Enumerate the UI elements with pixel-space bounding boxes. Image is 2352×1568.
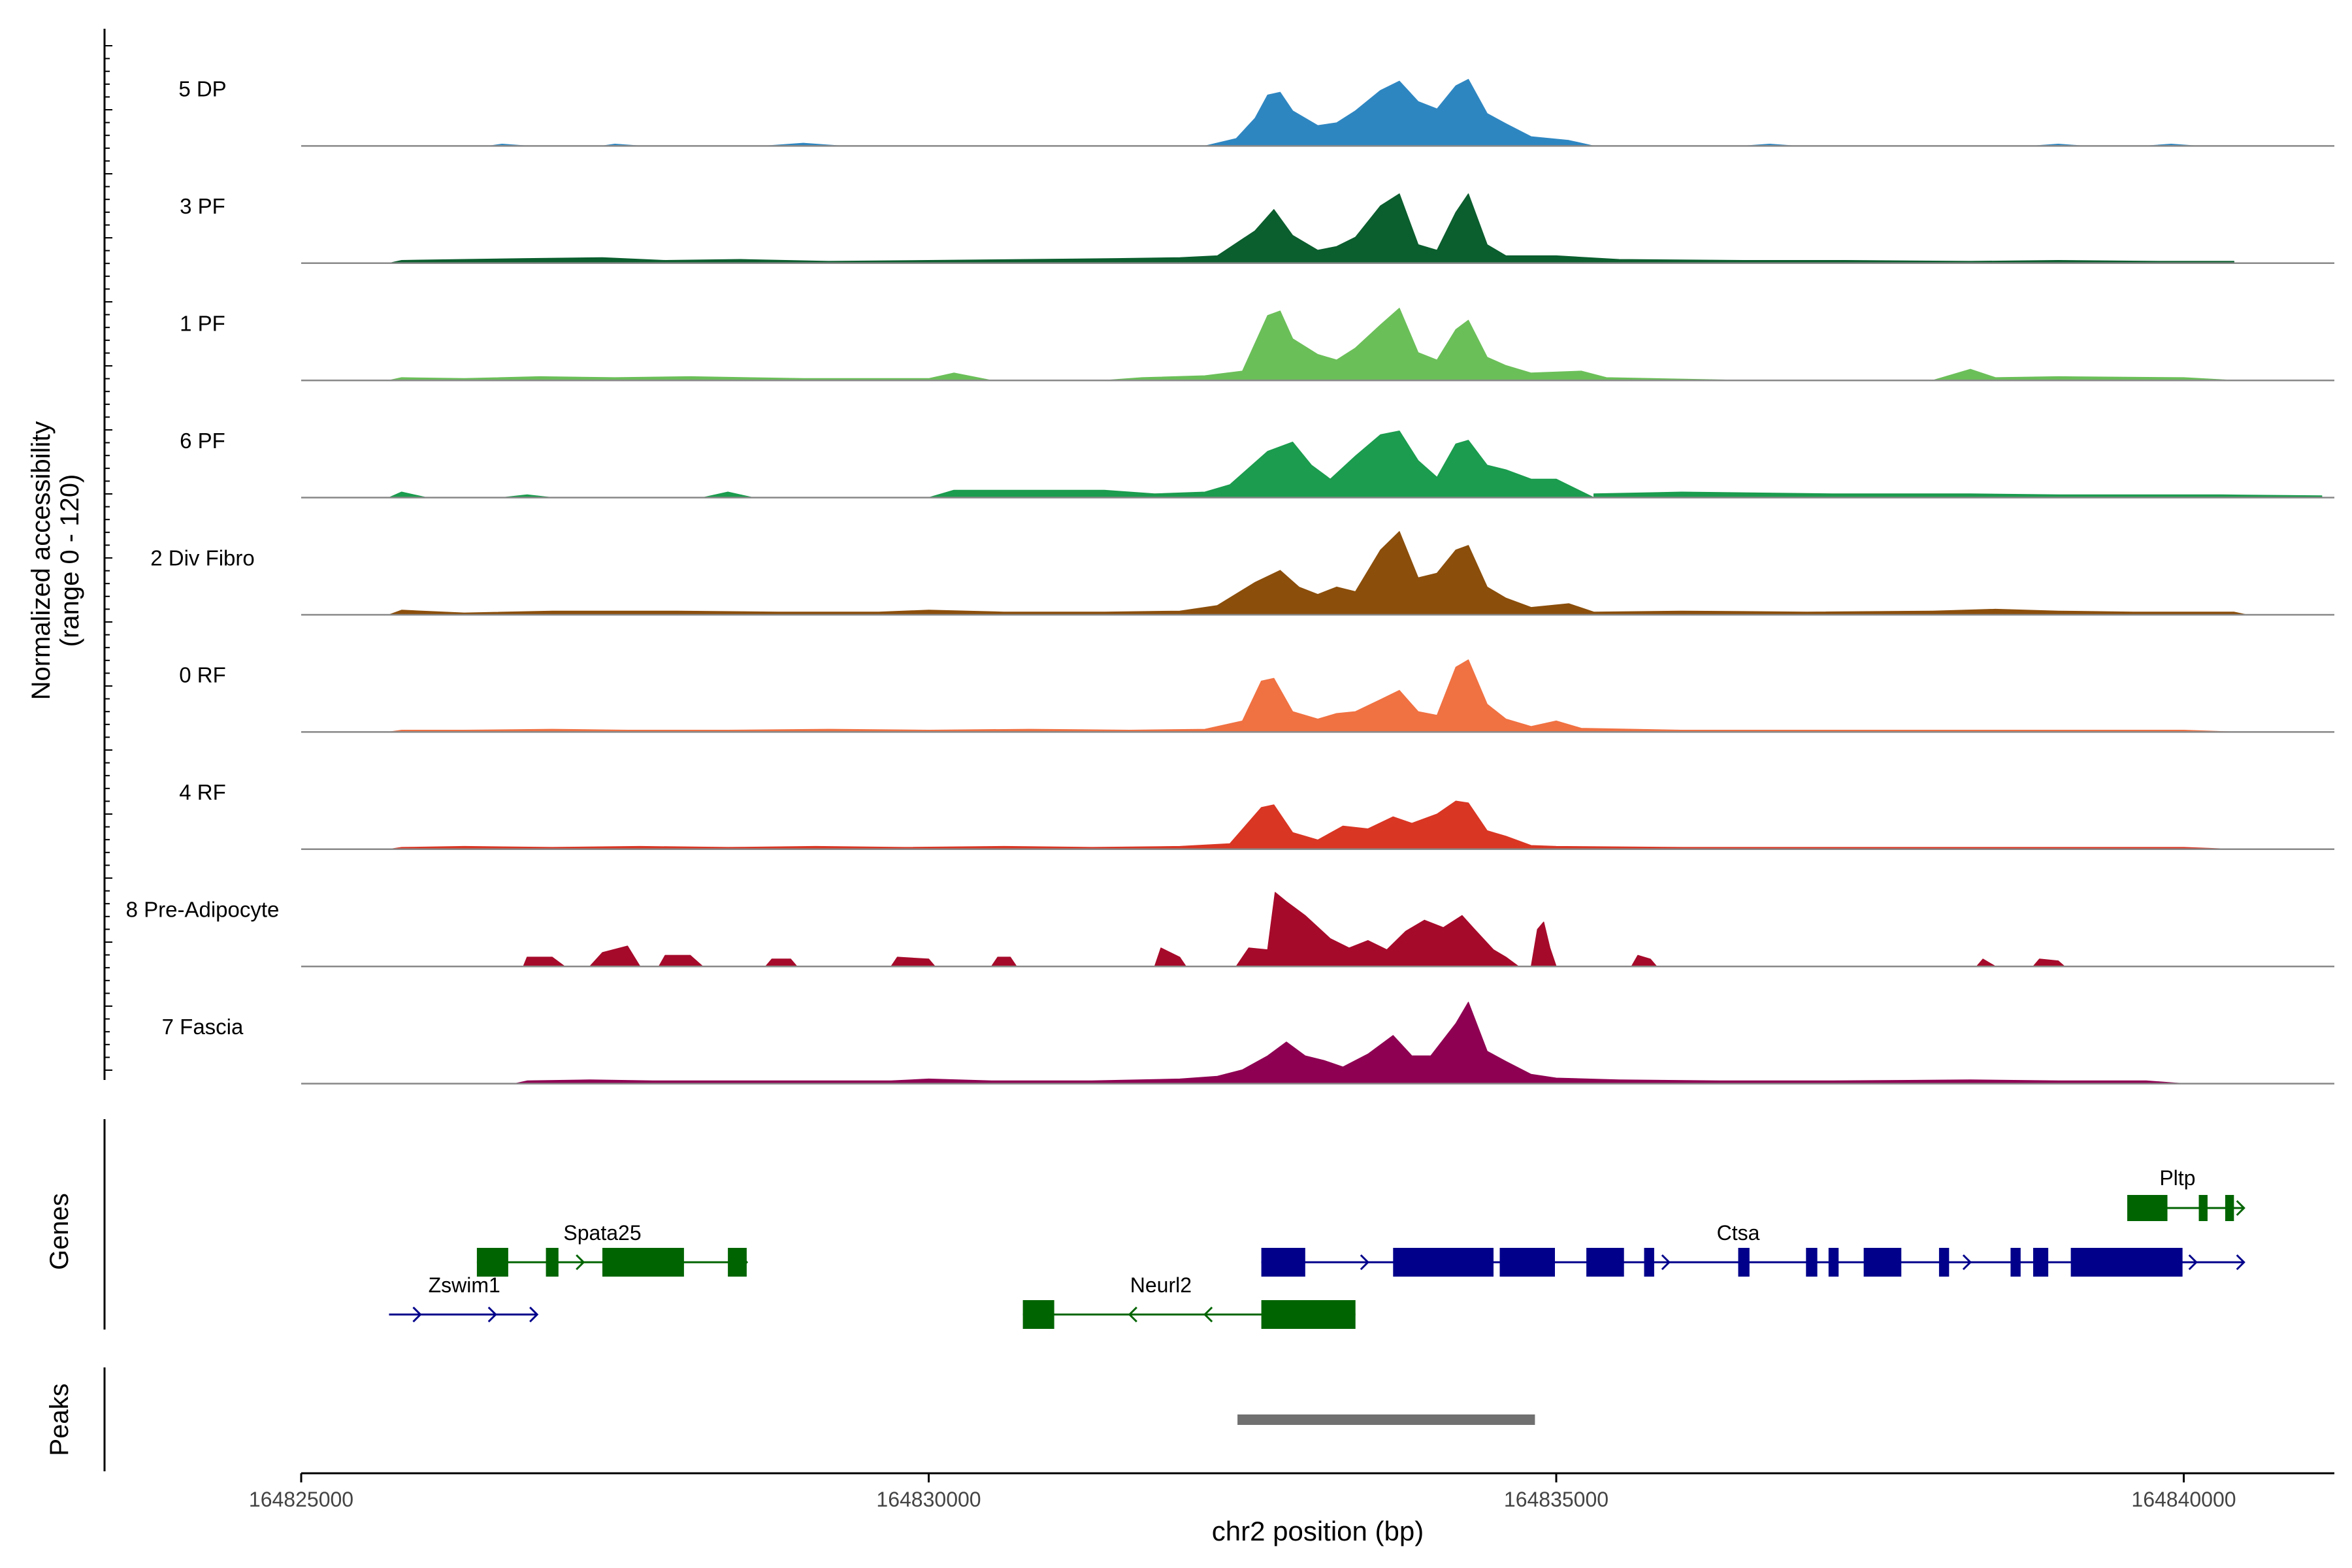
gene-neurl2: Neurl2 (1022, 1273, 1356, 1329)
track-5-dp: 5 DP (178, 77, 2334, 147)
strand-arrow-zswim1 (412, 1306, 422, 1323)
track-label-3-pf: 3 PF (180, 194, 225, 218)
y-axis-title-line1: Normalized accessibility (27, 421, 56, 700)
gene-label-ctsa: Ctsa (1717, 1221, 1760, 1245)
x-axis-title: chr2 position (bp) (1212, 1516, 1424, 1546)
peaks-panel-label: Peaks (45, 1383, 74, 1456)
exon-neurl2 (1261, 1300, 1356, 1329)
x-tick-label: 164825000 (249, 1488, 353, 1511)
gene-pltp: Pltp (2127, 1166, 2246, 1221)
exon-ctsa (2070, 1248, 2183, 1277)
exon-ctsa (2033, 1248, 2049, 1277)
exon-spata25 (546, 1248, 559, 1277)
y-axis-title-line2: (range 0 - 120) (56, 474, 84, 647)
gene-label-spata25: Spata25 (563, 1221, 641, 1245)
x-tick-label: 164835000 (1504, 1488, 1609, 1511)
gene-label-zswim1: Zswim1 (429, 1273, 500, 1297)
gene-ctsa: Ctsa (1261, 1221, 2246, 1277)
track-area-2-div-fibro (388, 531, 2247, 615)
coverage-tracks: 5 DP 3 PF 1 PF 6 PF 2 Div Fibro 0 RF 4 RF 8 Pre… (126, 77, 2334, 1085)
exon-ctsa (1644, 1248, 1654, 1277)
exon-ctsa (1738, 1248, 1750, 1277)
strand-arrow-ctsa (1661, 1254, 1671, 1271)
exon-pltp (2225, 1195, 2234, 1221)
track-6-pf: 6 PF (180, 429, 2334, 498)
track-area-4-rf (388, 800, 2234, 850)
gene-spata25: Spata25 (476, 1221, 749, 1277)
exon-neurl2 (1022, 1300, 1054, 1329)
exon-ctsa (2010, 1248, 2021, 1277)
track-8-pre-adipocyte: 8 Pre-Adipocyte (126, 892, 2334, 968)
exon-pltp (2198, 1195, 2208, 1221)
track-label-6-pf: 6 PF (180, 429, 225, 453)
track-4-rf: 4 RF (179, 780, 2334, 851)
y-axis-title: Normalized accessibility (range 0 - 120) (27, 421, 84, 700)
track-0-rf: 0 RF (179, 659, 2334, 733)
exon-ctsa (1938, 1248, 1950, 1277)
strand-arrow-zswim1 (529, 1306, 539, 1323)
strand-arrow-ctsa (1962, 1254, 1972, 1271)
strand-arrow-ctsa (1360, 1254, 1369, 1271)
track-area-3-pf (388, 193, 2234, 264)
track-7-fascia: 7 Fascia (162, 1002, 2334, 1085)
track-area-8-pre-adipocyte (523, 892, 2072, 967)
exon-ctsa (1261, 1248, 1305, 1277)
x-tick-label: 164830000 (876, 1488, 981, 1511)
strand-arrow-neurl2 (1203, 1306, 1213, 1323)
exon-ctsa (1393, 1248, 1494, 1277)
gene-annotations: Zswim1 Spata25 Neurl2 Ctsa Pltp (389, 1166, 2246, 1329)
x-axis-ticks: 164825000 164830000 164835000 164840000 (249, 1473, 2236, 1511)
track-area-7-fascia (514, 1002, 2185, 1085)
exon-ctsa (1828, 1248, 1839, 1277)
strand-arrow-zswim1 (487, 1306, 497, 1323)
exon-pltp (2127, 1195, 2168, 1221)
exon-ctsa (1499, 1248, 1555, 1277)
track-label-4-rf: 4 RF (179, 780, 226, 804)
strand-arrow-ctsa (2188, 1254, 2198, 1271)
peak-regions (1237, 1414, 1535, 1425)
strand-arrow-pltp (2236, 1200, 2246, 1217)
strand-arrow-ctsa (2236, 1254, 2246, 1271)
track-3-pf: 3 PF (180, 193, 2334, 265)
strand-arrow-neurl2 (1128, 1306, 1137, 1323)
exon-spata25 (728, 1248, 747, 1277)
gene-label-pltp: Pltp (2159, 1166, 2195, 1190)
coverage-axis-ticks (105, 45, 112, 1071)
track-label-8-pre-adipocyte: 8 Pre-Adipocyte (126, 898, 280, 922)
track-1-pf: 1 PF (180, 308, 2334, 382)
track-label-5-dp: 5 DP (178, 77, 226, 101)
track-label-1-pf: 1 PF (180, 312, 225, 336)
gene-zswim1: Zswim1 (389, 1273, 539, 1323)
track-label-0-rf: 0 RF (179, 663, 226, 687)
x-tick-label: 164840000 (2131, 1488, 2236, 1511)
track-label-7-fascia: 7 Fascia (162, 1015, 244, 1039)
exon-spata25 (476, 1248, 508, 1277)
gene-label-neurl2: Neurl2 (1130, 1273, 1192, 1297)
track-area-6-pf (388, 431, 2323, 498)
exon-spata25 (602, 1248, 684, 1277)
exon-ctsa (1863, 1248, 1902, 1277)
track-label-2-div-fibro: 2 Div Fibro (150, 546, 255, 570)
genes-panel-label: Genes (45, 1193, 74, 1270)
strand-arrow-spata25 (576, 1254, 585, 1271)
peak-region (1237, 1414, 1535, 1425)
exon-ctsa (1806, 1248, 1818, 1277)
exon-ctsa (1586, 1248, 1624, 1277)
track-2-div-fibro: 2 Div Fibro (150, 531, 2334, 616)
track-area-0-rf (388, 659, 2234, 732)
